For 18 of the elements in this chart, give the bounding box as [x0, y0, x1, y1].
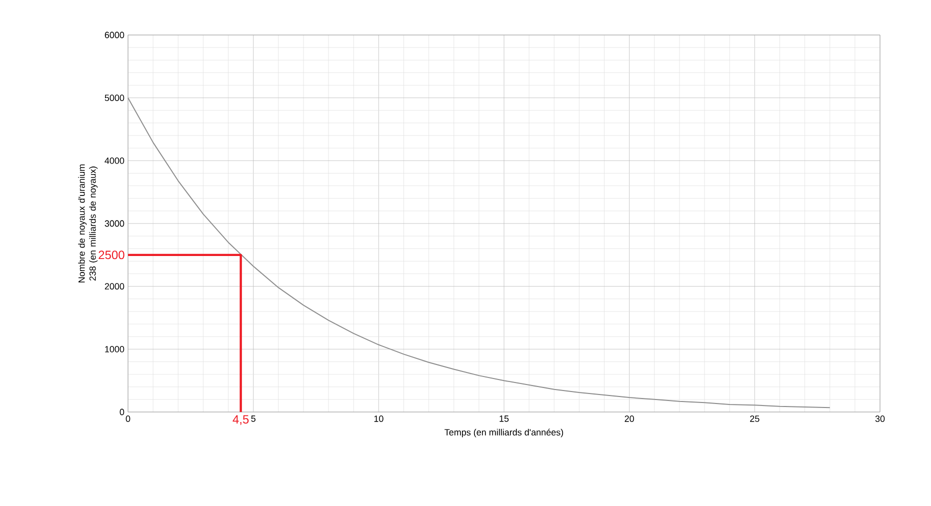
- y-tick-label: 2000: [104, 283, 124, 290]
- y-tick-label: 0: [120, 408, 124, 416]
- y-tick-label: 1000: [105, 346, 124, 352]
- y-axis-title: Nombre de noyaux d'uranium 238 (en milliards de noyaux): [78, 164, 98, 282]
- x-tick-label: 0: [126, 416, 130, 422]
- y-tick-label: 4000: [104, 157, 124, 164]
- annotation: 4,5: [232, 415, 249, 425]
- y-tick-label: 5000: [104, 94, 124, 102]
- x-tick-label: 30: [875, 416, 885, 422]
- x-tick-label: 15: [500, 416, 509, 422]
- y-tick-label: 3000: [104, 220, 124, 227]
- annotation: 2500: [98, 250, 124, 260]
- x-tick-label: 25: [750, 416, 760, 422]
- x-tick-label: 20: [624, 416, 634, 422]
- x-axis-title: Temps (en milliards d'années): [444, 428, 564, 438]
- x-tick-label: 5: [251, 416, 256, 422]
- x-tick-label: 10: [374, 416, 384, 422]
- y-tick-label: 6000: [104, 32, 124, 38]
